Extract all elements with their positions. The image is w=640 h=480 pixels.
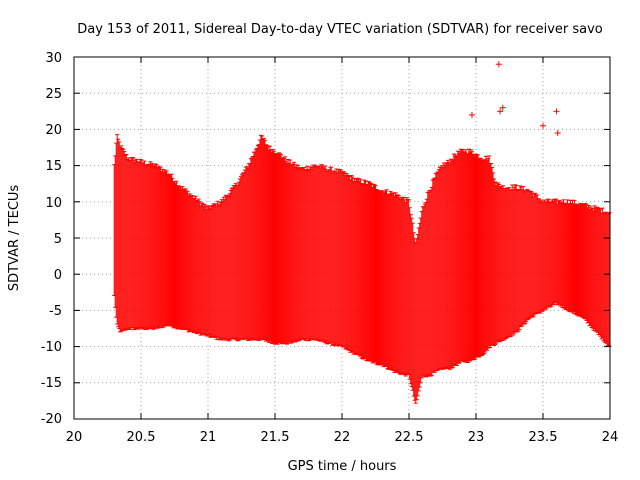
y-tick-label: -20 [41,412,62,427]
y-tick-label: 20 [45,123,62,138]
x-axis-label: GPS time / hours [288,459,397,474]
y-tick-label: 5 [54,232,62,247]
y-tick-label: 25 [45,87,62,102]
data-layer [112,61,612,404]
x-tick-label: 21.5 [261,430,290,445]
x-tick-label: 20 [66,430,83,445]
x-tick-label: 23 [468,430,485,445]
x-tick-label: 22.5 [395,430,424,445]
x-tick-label: 21 [200,430,217,445]
y-tick-label: 15 [45,159,62,174]
chart-title: Day 153 of 2011, Sidereal Day-to-day VTE… [77,22,603,37]
y-tick-label: -15 [41,376,62,391]
y-tick-label: 0 [54,268,62,283]
x-tick-label: 22 [334,430,351,445]
y-tick-label: -5 [49,304,62,319]
x-tick-label: 23.5 [529,430,558,445]
x-tick-labels: 20 20.5 21 21.5 22 22.5 23 23.5 24 [66,430,619,445]
y-tick-labels: 30 25 20 15 10 5 0 -5 -10 -15 -20 [41,51,62,427]
y-tick-label: 30 [45,51,62,66]
y-tick-label: 10 [45,196,62,211]
y-tick-label: -10 [41,340,62,355]
y-axis-label: SDTVAR / TECUs [7,185,22,292]
axis-ticks [73,56,611,420]
x-tick-label: 24 [602,430,619,445]
x-tick-label: 20.5 [127,430,156,445]
